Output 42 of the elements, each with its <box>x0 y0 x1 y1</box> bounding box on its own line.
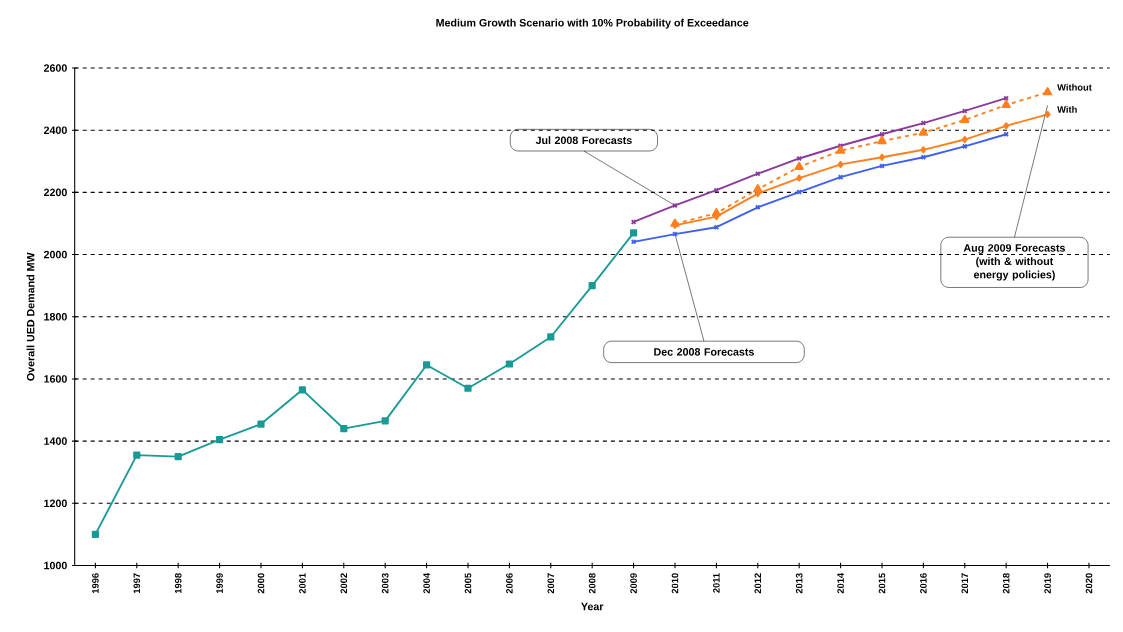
x-tick-label: 2003 <box>381 573 389 594</box>
x-tick-label: 2014 <box>837 572 844 594</box>
y-axis-title: Overall UED Demand MW <box>26 252 35 381</box>
x-tick-label: 2007 <box>547 573 555 594</box>
y-tick-label: 1200 <box>44 499 67 507</box>
x-tick-label: 2017 <box>961 573 969 594</box>
y-tick-label: 1600 <box>44 375 67 383</box>
annotation: Jul 2008 Forecasts <box>535 136 632 144</box>
x-tick-label: 1996 <box>92 573 99 593</box>
x-tick-label: 1999 <box>216 573 223 593</box>
x-tick-label: 2012 <box>754 573 762 594</box>
y-tick-label: 2400 <box>43 126 67 134</box>
x-tick-label: 2010 <box>671 573 679 594</box>
x-tick-label: 1998 <box>174 573 182 593</box>
y-tick-label: 2200 <box>43 188 67 197</box>
x-tick-label: 2009 <box>630 573 637 594</box>
x-tick-label: 2001 <box>299 573 306 594</box>
x-tick-label: 2013 <box>795 573 803 594</box>
y-tick-label: 2000 <box>43 250 67 259</box>
x-tick-label: 2020 <box>1085 573 1093 594</box>
x-tick-label: 2006 <box>506 573 513 594</box>
series-label: With <box>1057 105 1077 113</box>
annotation: Aug 2009 Forecasts (with & without energy policies) <box>963 244 1066 281</box>
y-tick-label: 2600 <box>43 64 67 72</box>
x-tick-label: 2005 <box>464 573 472 594</box>
annotation: Dec 2008 Forecasts <box>654 348 754 356</box>
y-tick-label: 1400 <box>44 437 67 445</box>
x-tick-label: 2002 <box>340 573 348 594</box>
x-tick-label: 2011 <box>713 573 720 593</box>
x-tick-label: 2018 <box>1002 573 1010 594</box>
x-tick-label: 1997 <box>133 573 141 593</box>
x-tick-label: 2016 <box>920 573 927 594</box>
x-tick-label: 2019 <box>1044 573 1051 594</box>
y-tick-label: 1800 <box>44 312 67 321</box>
x-tick-label: 2015 <box>878 573 886 594</box>
chart-title: Medium Growth Scenario with 10% Probability of Exceedance <box>436 18 749 29</box>
x-tick-label: 2000 <box>257 573 265 594</box>
y-tick-label: 1000 <box>44 561 67 570</box>
x-tick-label: 2004 <box>423 572 430 594</box>
x-tick-label: 2008 <box>588 573 596 594</box>
x-axis-title: Year <box>581 602 604 611</box>
series-label: Without <box>1057 83 1092 91</box>
